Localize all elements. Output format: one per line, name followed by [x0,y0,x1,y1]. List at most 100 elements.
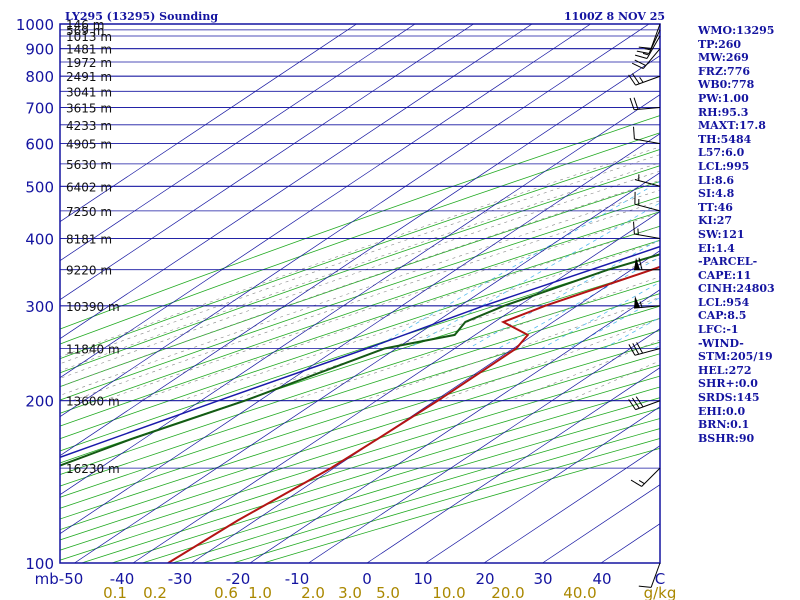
isotherm [60,55,660,457]
temperature-tick: -20 [226,570,251,588]
wind-barb-flag [636,342,644,354]
isotherm [74,172,660,563]
plot-frame [59,23,661,564]
index-line: FRZ:776 [698,64,751,78]
mixing-ratio-label: 10.0 [432,584,465,600]
moist-adiabat [60,162,660,372]
dewpoint-line [60,253,660,467]
height-label: 5630 m [66,158,112,172]
dry-adiabat [60,180,660,388]
index-line: CAPE:11 [698,268,752,282]
temperature-tick: -10 [285,570,310,588]
isotherm [60,24,592,379]
dry-adiabat [60,211,660,414]
wind-barb-shaft [635,75,661,86]
pressure-label: 500 [25,178,54,196]
chart-datetime: 1100Z 8 NOV 25 [564,10,665,23]
index-line: HEL:272 [698,363,752,377]
wind-barb-flag [628,399,636,410]
mixing-ratio-label: g/kg [644,584,677,600]
profile-lines [60,245,660,563]
index-line: LCL:954 [698,295,750,309]
index-line: LCL:995 [698,159,750,173]
wind-barb-shaft [642,48,661,69]
temperature-tick: 10 [413,570,432,588]
wind-barb-flag [633,126,635,140]
index-line: WB0:778 [698,78,755,92]
mixing-ratio-label: 0.6 [214,584,238,600]
background-lines [60,24,660,563]
wind-barb-shaft [634,233,661,239]
pressure-label: 100 [25,555,54,573]
height-label: 6402 m [66,180,112,194]
wind-barb-half-flag [639,301,643,308]
moist-adiabat [60,146,660,358]
wind-barb-flag [632,343,640,355]
isotherm [60,24,475,301]
mixing-ratio-line [408,202,660,349]
wind-barb-flag [628,74,636,86]
isotherm [132,211,660,563]
height-label: 7250 m [66,205,112,219]
height-label: 3615 m [66,101,112,115]
wind-barb-flag [635,396,644,408]
pressure-label: 200 [25,393,54,411]
index-line: CINH:24803 [698,282,775,296]
mixing-ratio-label: 5.0 [376,584,400,600]
wind-barb-flag [638,257,643,270]
wind-barb-flag [631,62,644,70]
index-line: KI:27 [698,214,733,228]
index-line: MAXT:17.8 [698,119,766,133]
index-line: RH:95.3 [698,105,749,119]
dry-adiabat [60,267,660,464]
isotherm [60,24,416,262]
mixing-ratio-label: 2.0 [301,584,325,600]
temperature-tick: mb-50 [35,570,84,588]
wind-barb-shaft [634,106,661,111]
index-line: PW:1.00 [698,91,749,105]
wind-barb-flag [628,344,636,356]
dry-adiabat [60,253,660,452]
height-label: 4233 m [66,119,112,133]
height-label: 2491 m [66,70,112,84]
index-line: MW:269 [698,51,749,65]
height-label: 11840 m [66,343,120,357]
height-label: 13600 m [66,395,120,409]
wind-barb-half-flag [639,76,644,83]
index-line: TH:5484 [698,132,752,146]
index-line: SW:121 [698,227,745,241]
isotherm [60,24,358,223]
index-line: L57:6.0 [698,146,745,160]
wind-barb-shaft [641,467,661,487]
index-line: -WIND- [698,336,744,350]
temperature-line [167,265,660,563]
wind-barb-shaft [634,138,661,145]
index-line: SRDS:145 [698,391,760,405]
temperature-tick: C [655,570,665,588]
temperature-tick: 30 [533,570,552,588]
pressure-label: 700 [25,99,54,117]
parcel-line [60,245,660,459]
height-label: 10390 m [66,300,120,314]
isotherm [60,133,660,535]
isotherm [425,406,660,563]
isotherm [60,24,650,418]
moist-adiabat [60,154,660,365]
wind-barb-flag [631,73,640,85]
temperature-tick: -30 [168,570,193,588]
mixing-ratio-label: 40.0 [563,584,596,600]
mixing-ratio-label: 1.0 [248,584,272,600]
pressure-label: 800 [25,68,54,86]
wind-barb-flag [630,479,642,487]
index-line: LI:8.6 [698,173,735,187]
wind-barb-flag [638,585,652,588]
moist-adiabat [138,225,660,401]
moist-adiabat [102,212,660,401]
dry-adiabat [60,280,660,475]
index-line: BSHR:90 [698,431,755,445]
wind-barb-shaft [634,348,661,356]
mixing-ratio-label: 20.0 [491,584,524,600]
pressure-label: 1000 [16,16,54,34]
